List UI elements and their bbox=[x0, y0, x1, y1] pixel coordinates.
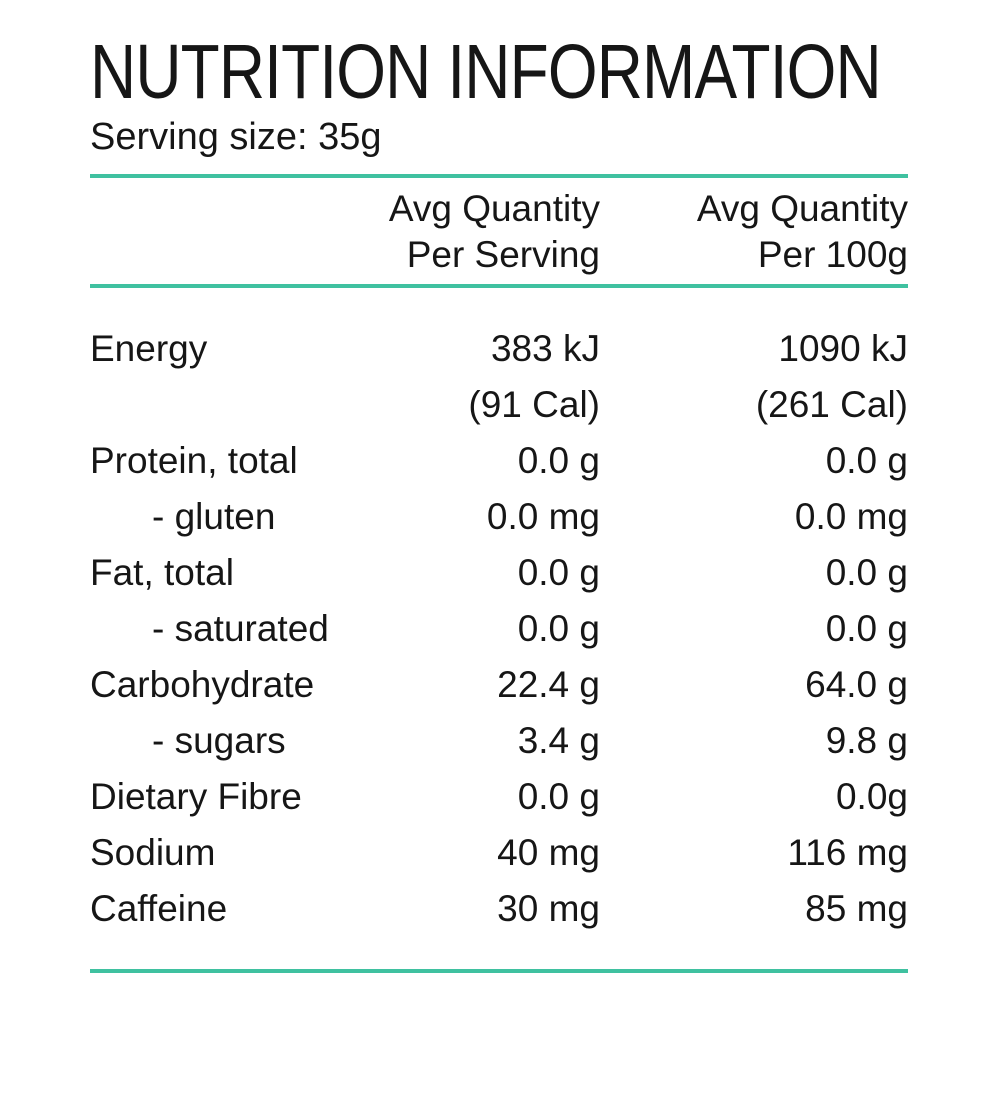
table-row-sugars: - sugars 3.4 g 9.8 g bbox=[90, 713, 908, 769]
per-serving-value: 0.0 g bbox=[517, 440, 600, 482]
header-per-serving-line2: Per Serving bbox=[406, 234, 600, 276]
header-per-serving: Avg Quantity Per Serving bbox=[370, 186, 600, 278]
nutrient-sublabel: - gluten bbox=[152, 496, 276, 538]
header-per-100g-line1: Avg Quantity bbox=[696, 188, 908, 230]
table-row-caffeine: Caffeine 30 mg 85 mg bbox=[90, 881, 908, 937]
nutrient-sublabel: - saturated bbox=[152, 608, 329, 650]
per-serving-value: 383 kJ bbox=[490, 328, 600, 370]
header-per-100g-line2: Per 100g bbox=[757, 234, 908, 276]
per-serving-value: (91 Cal) bbox=[468, 384, 600, 426]
per-100g-value: 0.0 g bbox=[825, 608, 908, 650]
table-row-sodium: Sodium 40 mg 116 mg bbox=[90, 825, 908, 881]
nutrient-label: Caffeine bbox=[90, 888, 228, 930]
page-title: NUTRITION INFORMATION bbox=[90, 29, 882, 115]
per-100g-value: 116 mg bbox=[787, 832, 908, 874]
header-per-100g: Avg Quantity Per 100g bbox=[600, 186, 908, 278]
table-row-fat: Fat, total 0.0 g 0.0 g bbox=[90, 545, 908, 601]
nutrient-label: Protein, total bbox=[90, 440, 298, 482]
per-100g-value: (261 Cal) bbox=[755, 384, 908, 426]
table-row-gluten: - gluten 0.0 mg 0.0 mg bbox=[90, 489, 908, 545]
nutrient-label: Sodium bbox=[90, 832, 216, 874]
per-serving-value: 22.4 g bbox=[497, 664, 600, 706]
per-100g-value: 85 mg bbox=[805, 888, 908, 930]
per-100g-value: 0.0 mg bbox=[794, 496, 908, 538]
per-100g-value: 0.0g bbox=[835, 776, 908, 818]
nutrient-label: Dietary Fibre bbox=[90, 776, 302, 818]
divider-top bbox=[90, 174, 908, 179]
per-100g-value: 1090 kJ bbox=[778, 328, 908, 370]
per-serving-value: 30 mg bbox=[497, 888, 600, 930]
serving-size: Serving size: 35g bbox=[90, 115, 382, 158]
nutrient-label: Carbohydrate bbox=[90, 664, 315, 706]
per-serving-value: 40 mg bbox=[497, 832, 600, 874]
header-per-serving-line1: Avg Quantity bbox=[388, 188, 600, 230]
per-serving-value: 3.4 g bbox=[517, 720, 600, 762]
panel-content: NUTRITION INFORMATION Serving size: 35g … bbox=[90, 0, 908, 974]
nutrition-table: Energy 383 kJ 1090 kJ (91 Cal) (261 Cal)… bbox=[90, 321, 908, 937]
table-row-energy-cal: (91 Cal) (261 Cal) bbox=[90, 377, 908, 433]
nutrient-label: Energy bbox=[90, 328, 208, 370]
per-100g-value: 9.8 g bbox=[825, 720, 908, 762]
nutrient-label: Fat, total bbox=[90, 552, 234, 594]
per-serving-value: 0.0 g bbox=[517, 552, 600, 594]
table-row-dietary-fibre: Dietary Fibre 0.0 g 0.0g bbox=[90, 769, 908, 825]
header-spacer bbox=[90, 186, 370, 278]
per-100g-value: 64.0 g bbox=[805, 664, 908, 706]
per-100g-value: 0.0 g bbox=[825, 552, 908, 594]
nutrient-label bbox=[90, 377, 370, 433]
per-serving-value: 0.0 mg bbox=[486, 496, 600, 538]
table-header-row: Avg Quantity Per Serving Avg Quantity Pe… bbox=[90, 178, 908, 284]
per-100g-value: 0.0 g bbox=[825, 440, 908, 482]
per-serving-value: 0.0 g bbox=[517, 776, 600, 818]
nutrient-sublabel: - sugars bbox=[152, 720, 286, 762]
divider-header bbox=[90, 284, 908, 289]
table-row-energy: Energy 383 kJ 1090 kJ bbox=[90, 321, 908, 377]
table-row-carbohydrate: Carbohydrate 22.4 g 64.0 g bbox=[90, 657, 908, 713]
per-serving-value: 0.0 g bbox=[517, 608, 600, 650]
divider-bottom bbox=[90, 969, 908, 974]
table-row-saturated: - saturated 0.0 g 0.0 g bbox=[90, 601, 908, 657]
table-row-protein: Protein, total 0.0 g 0.0 g bbox=[90, 433, 908, 489]
